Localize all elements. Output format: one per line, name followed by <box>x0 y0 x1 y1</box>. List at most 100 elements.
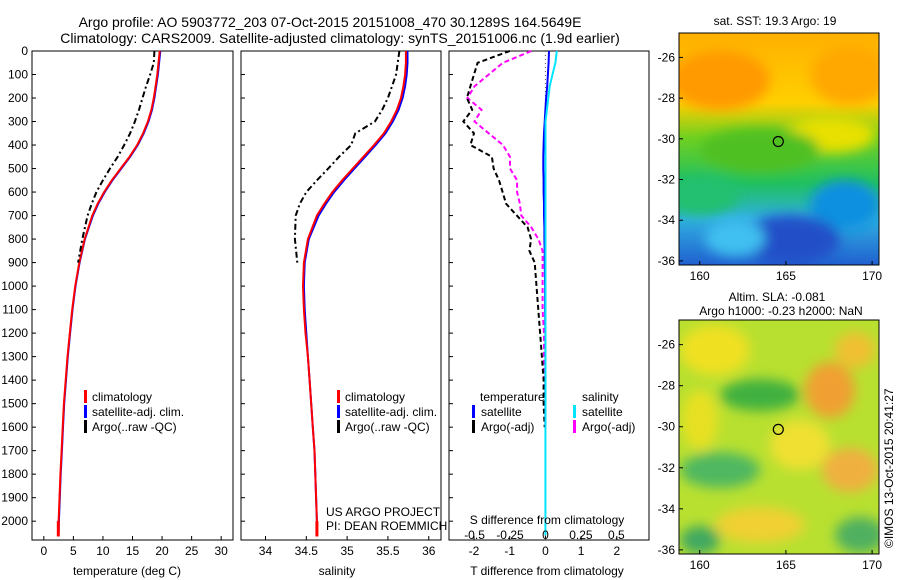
temperature-x-axis: 0 5 10 15 20 25 30 <box>40 536 228 558</box>
map-y-tick-label: -30 <box>658 420 676 434</box>
map-y-tick-label: -34 <box>658 213 676 227</box>
title-line-1: Argo profile: AO 5903772_203 07-Oct-2015… <box>79 14 582 30</box>
series-line-satellite-adj-clim- <box>302 51 409 533</box>
salinity-axes-frame <box>240 50 442 541</box>
salinity-panel: 34 34.5 35 35.5 36 salinity climatology sate… <box>240 50 447 578</box>
legend-swatch-satellite <box>337 405 340 418</box>
temperature-xlabel: temperature (deg C) <box>73 564 181 578</box>
salinity-legend: climatology satellite-adj. clim. Argo(..… <box>337 390 437 434</box>
x-tick-label: 2 <box>614 544 621 558</box>
map-y-tick-label: -32 <box>658 173 676 187</box>
map-y-tick-label: -32 <box>658 461 676 475</box>
depth-tick-label: 2000 <box>1 514 28 528</box>
s-difference-ticks: -0.5 -0.25 0 0.25 0.5 <box>464 528 625 542</box>
x-tick-label: 5 <box>70 544 77 558</box>
map-y-tick-label: -26 <box>658 50 676 64</box>
x-tick-label: 20 <box>155 544 169 558</box>
s-difference-label: S difference from climatology <box>470 513 625 527</box>
series-line-argo-adj-salinity <box>466 50 547 428</box>
difference-legend: temperature salinity satellite Argo(-adj… <box>472 390 635 434</box>
series-line-argo-adj-temperature <box>462 50 546 428</box>
legend-swatch-climatology <box>337 390 340 403</box>
sla-map-title-line-2: Argo h1000: -0.23 h2000: NaN <box>699 304 862 318</box>
argo-location-marker <box>772 423 784 435</box>
s-diff-tick-label: 0.25 <box>569 528 593 542</box>
map-y-tick-label: -36 <box>658 254 676 268</box>
x-tick-label: 25 <box>185 544 199 558</box>
salinity-depth-ticks <box>241 50 245 522</box>
x-tick-label: 15 <box>126 544 140 558</box>
legend-swatch-t-argo <box>472 420 475 433</box>
legend-swatch-climatology <box>84 390 87 403</box>
map-y-tick-label: -26 <box>658 338 676 352</box>
depth-tick-label: 600 <box>8 185 28 199</box>
depth-tick-label: 700 <box>8 209 28 223</box>
x-tick-label: -2 <box>469 544 480 558</box>
sla-map-title-line-1: Altim. SLA: -0.081 <box>729 290 826 304</box>
depth-tick-label: 300 <box>8 115 28 129</box>
legend-s-argo: Argo(-adj) <box>582 420 635 434</box>
sla-map-panel: Altim. SLA: -0.081 Argo h1000: -0.23 h20… <box>658 290 883 572</box>
difference-panel: -2 -1 0 1 2 T difference from climatology S … <box>448 50 650 578</box>
depth-tick-label: 0 <box>21 44 28 58</box>
map-x-tick-label: 160 <box>690 558 710 572</box>
salinity-series <box>293 50 409 537</box>
x-tick-label: 10 <box>96 544 110 558</box>
difference-series <box>462 50 558 540</box>
temperature-legend: climatology satellite-adj. clim. Argo(..… <box>84 390 184 434</box>
x-tick-label: 30 <box>214 544 228 558</box>
legend-climatology: climatology <box>345 390 405 404</box>
legend-satellite: satellite-adj. clim. <box>345 405 437 419</box>
legend-header-temperature: temperature <box>480 390 545 404</box>
map-x-tick-label: 165 <box>776 558 796 572</box>
depth-tick-label: 1700 <box>1 444 28 458</box>
project-note-line-2: PI: DEAN ROEMMICH <box>326 519 447 533</box>
imos-credit: ©IMOS 13-Oct-2015 20:41:27 <box>882 388 896 548</box>
series-line-satellite-salinity <box>544 50 558 428</box>
map-y-tick-label: -30 <box>658 132 676 146</box>
sst-map-title: sat. SST: 19.3 Argo: 19 <box>714 14 837 28</box>
argo-location-marker <box>772 135 784 148</box>
sst-map-panel: sat. SST: 19.3 Argo: 19 160 165 170 -26 -28 -… <box>658 14 883 283</box>
series-line-argo-raw-qc- <box>293 50 401 263</box>
depth-tick-label: 400 <box>8 138 28 152</box>
s-diff-tick-label: 0 <box>542 528 549 542</box>
map-x-tick-label: 165 <box>776 269 796 283</box>
x-tick-label: 0 <box>40 544 47 558</box>
temperature-series <box>56 50 162 537</box>
legend-swatch-s-argo <box>573 420 576 433</box>
legend-t-satellite: satellite <box>481 405 522 419</box>
series-line-argo-raw-qc- <box>77 50 156 263</box>
depth-tick-label: 1900 <box>1 491 28 505</box>
legend-swatch-satellite <box>84 405 87 418</box>
legend-swatch-s-satellite <box>573 405 576 418</box>
x-tick-label: -1 <box>504 544 515 558</box>
map-x-tick-label: 170 <box>862 269 882 283</box>
x-tick-label: 0 <box>542 544 549 558</box>
depth-tick-label: 1200 <box>1 326 28 340</box>
legend-satellite: satellite-adj. clim. <box>92 405 184 419</box>
x-tick-label: 36 <box>422 544 436 558</box>
sst-map-axes: 160 165 170 -26 -28 -30 -32 -34 -36 <box>658 50 883 283</box>
legend-swatch-argo <box>337 420 340 433</box>
sla-heatmap <box>679 320 879 554</box>
legend-t-argo: Argo(-adj) <box>481 420 534 434</box>
difference-depth-ticks <box>449 50 453 522</box>
map-x-tick-label: 170 <box>862 558 882 572</box>
depth-tick-label: 1000 <box>1 279 28 293</box>
map-x-tick-label: 160 <box>690 269 710 283</box>
depth-tick-label: 1500 <box>1 397 28 411</box>
temperature-panel: 0100200300400500600700800900100011001200… <box>1 44 234 578</box>
depth-tick-label: 900 <box>8 256 28 270</box>
s-diff-tick-label: 0.5 <box>608 528 625 542</box>
legend-header-salinity: salinity <box>582 390 619 404</box>
s-diff-tick-label: -0.25 <box>496 528 524 542</box>
x-tick-label: 34 <box>259 544 273 558</box>
sst-heatmap <box>679 33 879 265</box>
s-diff-tick-label: -0.5 <box>464 528 485 542</box>
difference-xlabel: T difference from climatology <box>470 564 624 578</box>
map-y-tick-label: -28 <box>658 379 676 393</box>
legend-swatch-t-satellite <box>472 405 475 418</box>
sst-map-frame <box>678 32 880 266</box>
sla-map-frame <box>678 319 880 555</box>
